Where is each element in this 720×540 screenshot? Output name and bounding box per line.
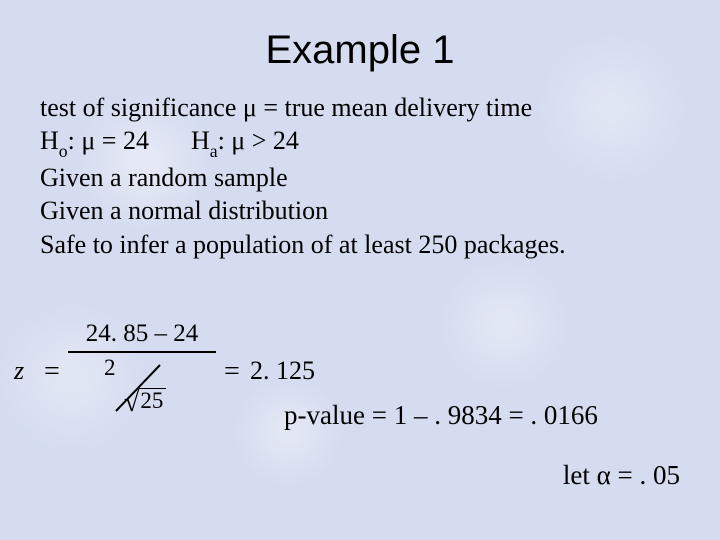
- formula-area: z = 24. 85 – 24 2 √25 = 2. 125 p-value =…: [14, 320, 714, 460]
- pvalue-expr: = 1 – . 9834 = . 0166: [365, 400, 598, 430]
- line-1: test of significance μ = true mean deliv…: [40, 91, 692, 124]
- body-text: test of significance μ = true mean deliv…: [40, 91, 692, 261]
- mu-symbol: μ: [243, 93, 257, 122]
- alpha-symbol: α: [597, 460, 611, 490]
- h0-label: H: [40, 126, 59, 155]
- radical-icon: √: [124, 387, 139, 418]
- ha-label: H: [191, 126, 210, 155]
- line1-b: = true mean delivery time: [257, 93, 532, 122]
- z-variable: z: [14, 356, 24, 386]
- pvalue-prefix: p-value: [284, 400, 365, 430]
- z-result: 2. 125: [250, 356, 315, 386]
- fraction-denominator: 2 √25: [68, 353, 216, 427]
- line-4: Given a normal distribution: [40, 194, 692, 227]
- h0-rest: : μ = 24: [68, 126, 149, 155]
- alpha-rest: = . 05: [611, 460, 680, 490]
- radicand: 25: [139, 388, 166, 412]
- fraction-numerator: 24. 85 – 24: [68, 320, 216, 351]
- equals-2: =: [224, 356, 240, 388]
- sqrt-expression: √25: [124, 387, 166, 419]
- main-fraction: 24. 85 – 24 2 √25: [68, 320, 216, 427]
- alpha-line: let α = . 05: [563, 460, 680, 491]
- alpha-prefix: let: [563, 460, 597, 490]
- ha-sub: a: [210, 141, 218, 161]
- equals-1: =: [44, 356, 60, 388]
- h0-sub: o: [59, 141, 68, 161]
- line-hypotheses: Ho: μ = 24 Ha: μ > 24: [40, 124, 692, 161]
- line1-a: test of significance: [40, 93, 243, 122]
- slide-title: Example 1: [0, 28, 720, 73]
- ha-rest: : μ > 24: [218, 126, 299, 155]
- line-5: Safe to infer a population of at least 2…: [40, 228, 692, 261]
- line-3: Given a random sample: [40, 161, 692, 194]
- p-value-line: p-value = 1 – . 9834 = . 0166: [284, 400, 598, 431]
